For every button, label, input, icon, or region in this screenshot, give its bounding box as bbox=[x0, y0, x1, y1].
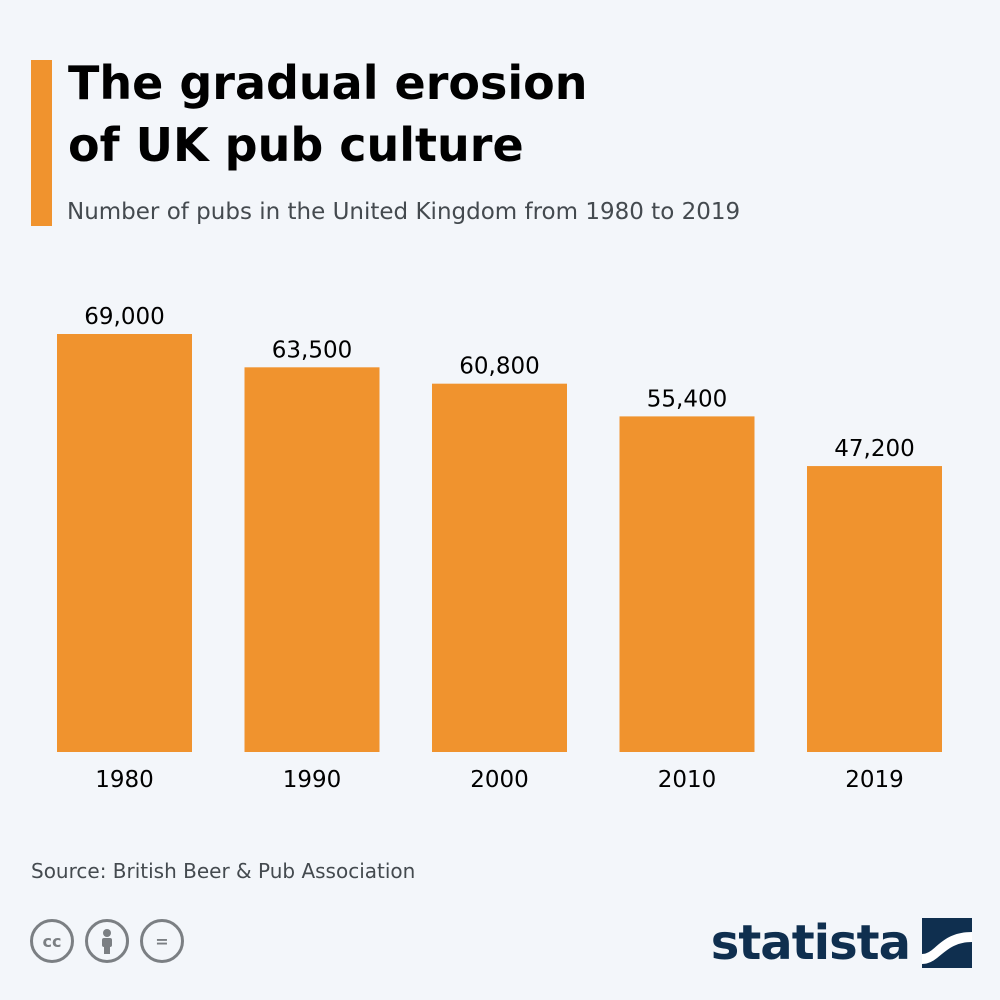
title-accent-bar bbox=[31, 60, 52, 226]
bar-chart: 69,000 1980 63,500 1990 60,800 2000 55,400 2010… bbox=[57, 304, 942, 793]
value-label-2010: 55,400 bbox=[647, 386, 727, 412]
by-icon[interactable] bbox=[85, 919, 129, 963]
nd-icon-glyph: = bbox=[155, 931, 169, 951]
title-line-2: of UK pub culture bbox=[68, 118, 524, 172]
cc-icon-glyph: cc bbox=[42, 931, 62, 951]
page-title: The gradual erosion of UK pub culture bbox=[68, 52, 968, 176]
brand-wordmark: statista bbox=[710, 915, 911, 971]
bar-1990 bbox=[244, 367, 380, 752]
value-label-1990: 63,500 bbox=[272, 337, 352, 363]
nd-icon[interactable]: = bbox=[140, 919, 184, 963]
x-tick-label-1990: 1990 bbox=[283, 767, 342, 793]
statista-mark-icon bbox=[922, 918, 972, 968]
title-line-1: The gradual erosion bbox=[68, 56, 588, 110]
bar-1980 bbox=[57, 334, 192, 752]
person-icon bbox=[102, 929, 112, 954]
license-icons: cc = bbox=[30, 919, 184, 963]
value-label-1980: 69,000 bbox=[84, 304, 164, 330]
x-tick-label-1980: 1980 bbox=[95, 767, 154, 793]
x-tick-label-2010: 2010 bbox=[658, 767, 717, 793]
statista-logo[interactable]: statista bbox=[711, 915, 972, 971]
chart-subtitle: Number of pubs in the United Kingdom fro… bbox=[67, 199, 741, 225]
value-label-2019: 47,200 bbox=[834, 436, 914, 462]
x-tick-label-2019: 2019 bbox=[845, 767, 904, 793]
bar-2019 bbox=[807, 466, 942, 752]
cc-icon[interactable]: cc bbox=[30, 919, 74, 963]
x-tick-label-2000: 2000 bbox=[470, 767, 529, 793]
bar-2000 bbox=[432, 383, 567, 752]
value-label-2000: 60,800 bbox=[459, 354, 539, 380]
source-note: Source: British Beer & Pub Association bbox=[31, 859, 416, 883]
bar-2010 bbox=[619, 416, 755, 752]
